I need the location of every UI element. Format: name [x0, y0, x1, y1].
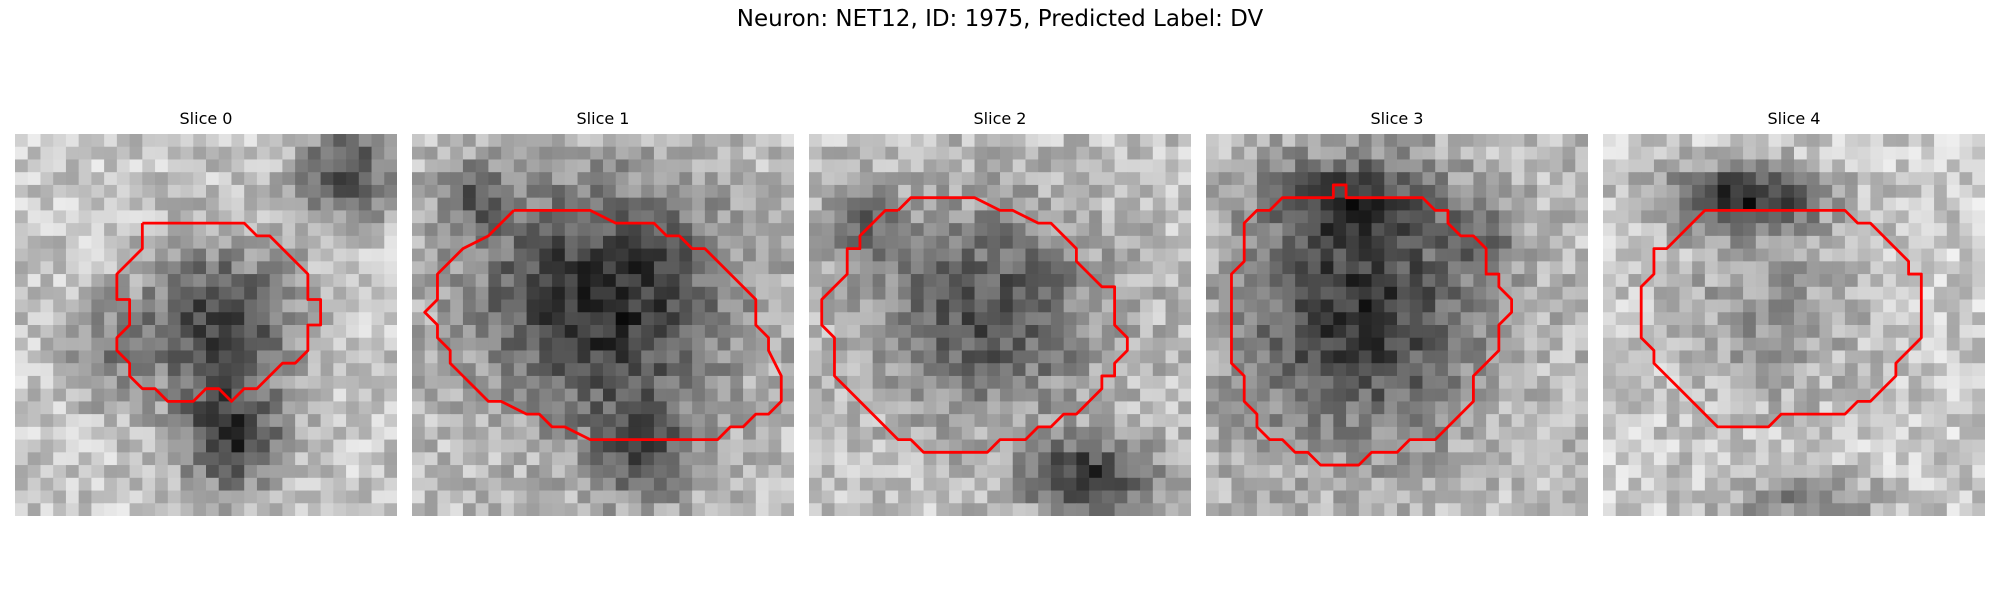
- slice-title-4: Slice 4: [1767, 109, 1821, 128]
- slice-image-3: [1206, 134, 1588, 516]
- roi-contour-1: [423, 208, 783, 442]
- pixel-grid: [1603, 134, 1985, 516]
- slice-image-4: [1603, 134, 1985, 516]
- slice-panel-1: Slice 1: [412, 108, 794, 516]
- roi-contour-4: [1639, 208, 1923, 429]
- pixel-grid: [412, 134, 794, 516]
- slice-title-1: Slice 1: [576, 109, 630, 128]
- slice-title-3: Slice 3: [1370, 109, 1424, 128]
- slice-image-0: [15, 134, 397, 516]
- slice-panel-2: Slice 2: [809, 108, 1191, 516]
- slice-panel-4: Slice 4: [1603, 108, 1985, 516]
- figure-title: Neuron: NET12, ID: 1975, Predicted Label…: [736, 6, 1264, 32]
- slice-title-0: Slice 0: [179, 109, 233, 128]
- roi-contour-2: [820, 196, 1129, 454]
- pixel-grid: [15, 134, 397, 516]
- roi-contour-3: [1230, 183, 1514, 467]
- pixel-grid: [809, 134, 1191, 516]
- slice-title-2: Slice 2: [973, 109, 1027, 128]
- slice-image-2: [809, 134, 1191, 516]
- slice-panel-3: Slice 3: [1206, 108, 1588, 516]
- pixel-grid: [1206, 134, 1588, 516]
- roi-contour-0: [115, 221, 323, 403]
- slice-panel-0: Slice 0: [15, 108, 397, 516]
- slice-image-1: [412, 134, 794, 516]
